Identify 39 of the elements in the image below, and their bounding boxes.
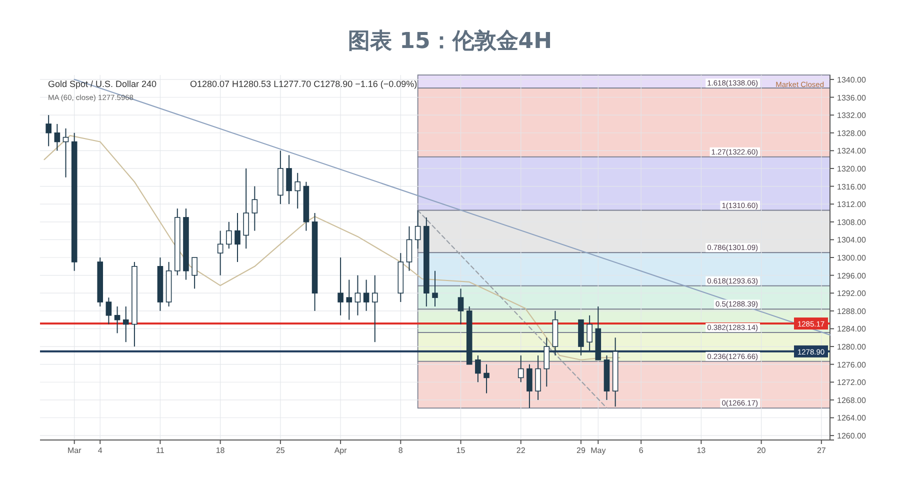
annotation: Gold Spot / U.S. Dollar 240 — [48, 79, 157, 89]
y-tick-label: 1336.00 — [837, 93, 866, 102]
y-tick-label: 1296.00 — [837, 271, 866, 280]
x-tick-label: 8 — [398, 446, 404, 455]
x-tick-label: 18 — [216, 446, 226, 455]
x-tick-label: Mar — [67, 446, 82, 455]
y-tick-label: 1300.00 — [837, 254, 866, 262]
x-tick-label: 11 — [156, 446, 165, 455]
y-tick-label: 1332.00 — [837, 111, 866, 120]
x-tick-label: 29 — [576, 446, 586, 455]
y-tick-label: 1304.00 — [837, 236, 866, 245]
x-tick-label: 6 — [638, 446, 644, 455]
y-tick-label: 1292.00 — [837, 289, 866, 298]
y-tick-label: 1328.00 — [837, 128, 866, 138]
x-tick-label: Apr — [334, 446, 348, 455]
y-tick-label: 1312.00 — [837, 200, 866, 210]
y-tick-label: 1284.00 — [837, 324, 866, 334]
x-tick-label: 15 — [456, 446, 466, 455]
x-tick-label: 13 — [696, 446, 706, 455]
y-tick-label: 1264.00 — [837, 414, 866, 423]
x-tick-label: 22 — [516, 446, 526, 455]
y-tick-label: 1308.00 — [837, 218, 866, 227]
y-tick-label: 1272.00 — [837, 378, 866, 388]
x-tick-label: May — [590, 446, 606, 455]
y-tick-label: 1268.00 — [837, 396, 866, 405]
y-tick-label: 1320.00 — [837, 164, 866, 174]
chart-title: 图表 15：伦敦金4H — [348, 29, 552, 54]
x-tick-label: 4 — [98, 446, 103, 455]
annotation: O1280.07 H1280.53 L1277.70 C1278.90 −1.16 (−0.09%) — [190, 79, 418, 89]
x-tick-label: 25 — [276, 446, 286, 455]
x-tick-label: 27 — [816, 446, 826, 455]
y-tick-label: 1340.00 — [837, 75, 866, 84]
y-tick-label: 1316.00 — [837, 182, 866, 192]
x-tick-label: 20 — [756, 446, 766, 455]
y-tick-label: 1276.00 — [837, 360, 866, 370]
y-tick-label: 1288.00 — [837, 306, 866, 316]
y-tick-label: 1280.00 — [837, 342, 866, 352]
y-tick-label: 1260.00 — [837, 432, 866, 441]
y-tick-label: 1324.00 — [837, 146, 866, 156]
